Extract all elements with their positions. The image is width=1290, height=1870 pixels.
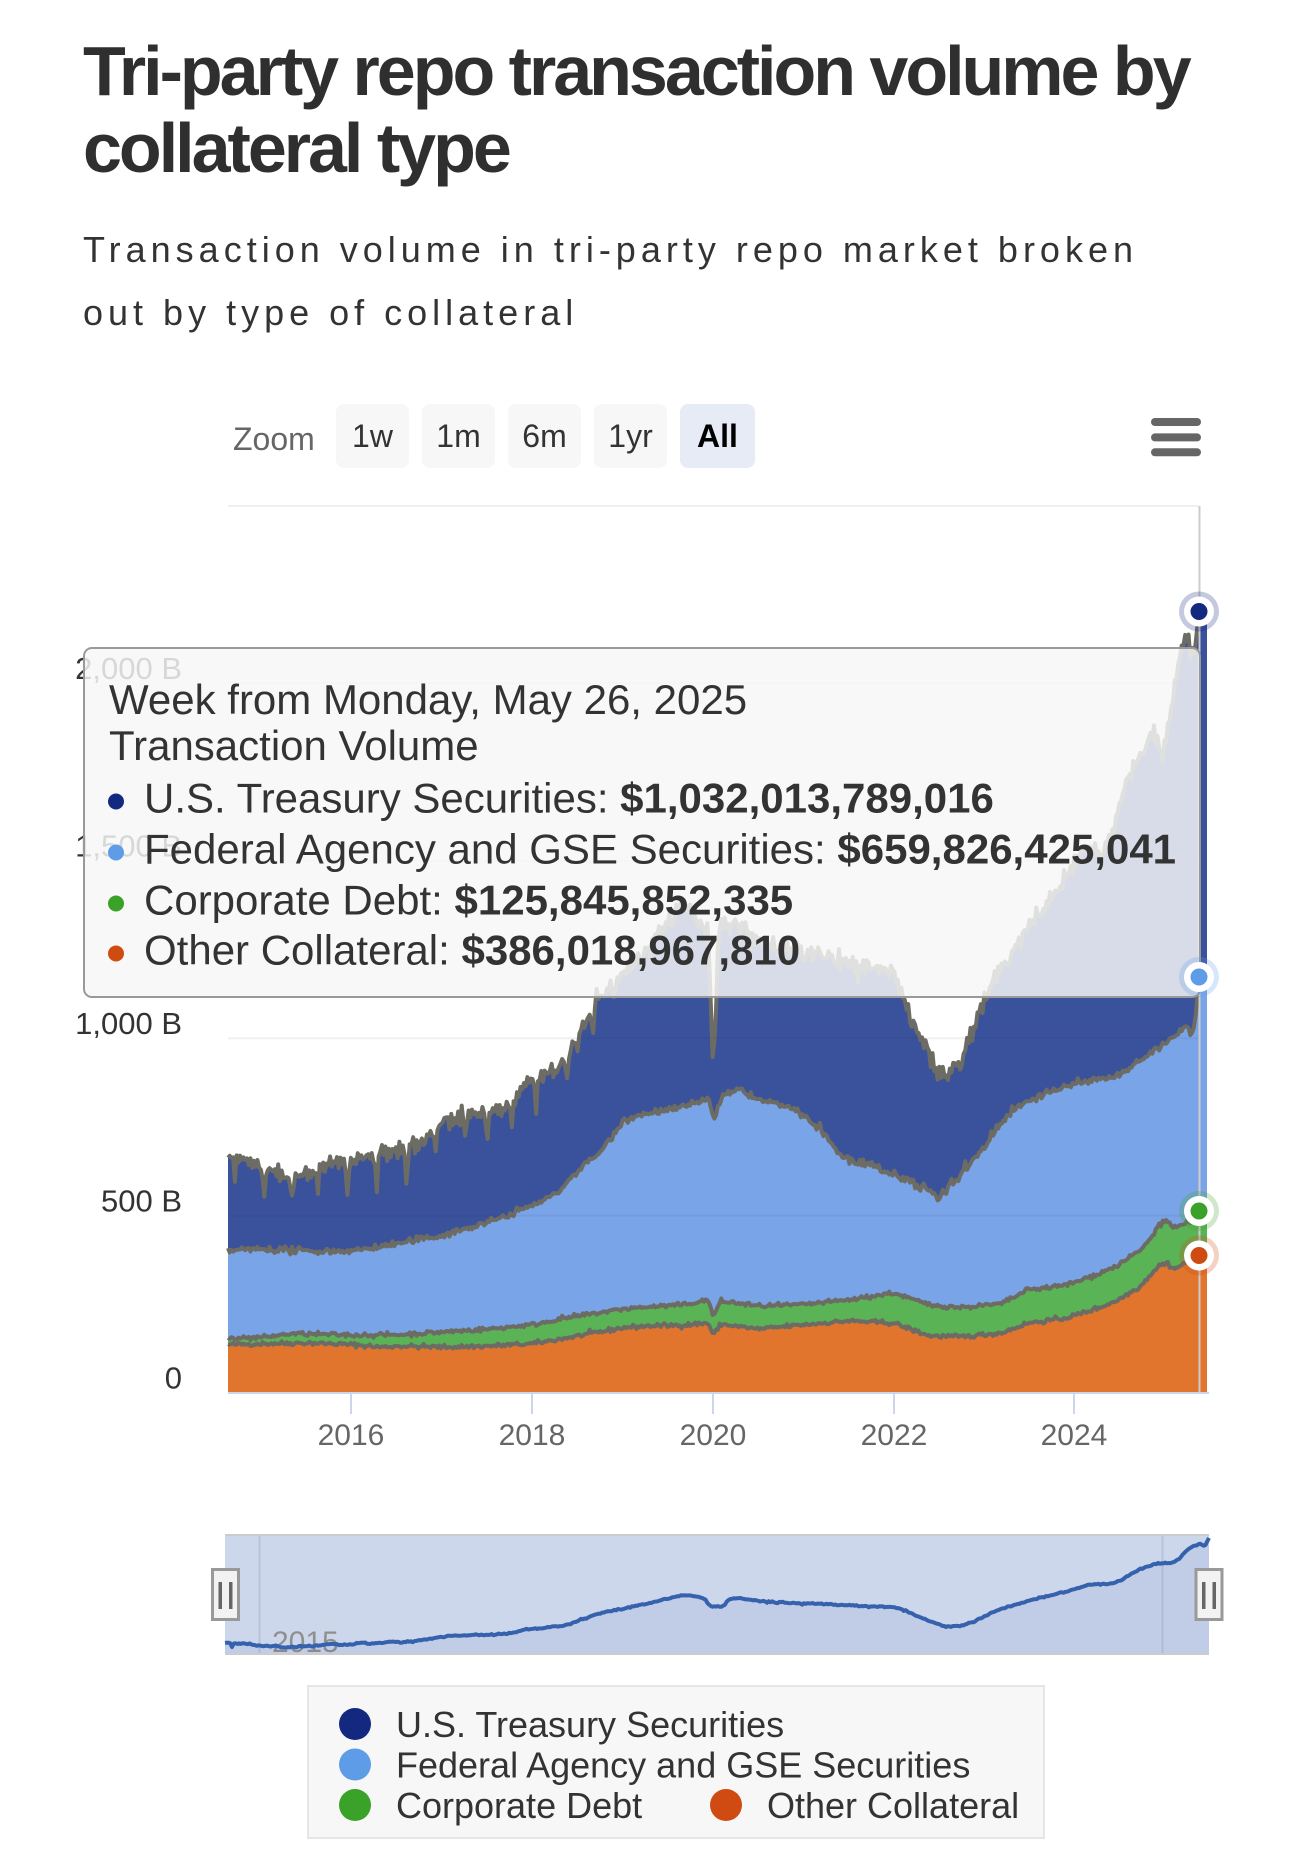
- svg-text:Transaction Volume: Transaction Volume: [109, 722, 479, 769]
- svg-text:2022: 2022: [861, 1419, 928, 1452]
- svg-text:2018: 2018: [499, 1419, 566, 1452]
- svg-text:Week from Monday, May 26, 2025: Week from Monday, May 26, 2025: [109, 676, 747, 723]
- svg-text:U.S. Treasury Securities: $1,0: U.S. Treasury Securities: $1,032,013,789…: [144, 775, 994, 822]
- svg-text:Other Collateral: $386,018,967: Other Collateral: $386,018,967,810: [144, 927, 800, 974]
- svg-text:2020: 2020: [680, 1419, 747, 1452]
- svg-text:U.S. Treasury Securities: U.S. Treasury Securities: [396, 1704, 784, 1745]
- svg-text:Corporate Debt: $125,845,852,3: Corporate Debt: $125,845,852,335: [144, 877, 793, 924]
- svg-text:2016: 2016: [318, 1419, 385, 1452]
- svg-text:1,000 B: 1,000 B: [75, 1006, 182, 1041]
- svg-text:0: 0: [165, 1361, 182, 1396]
- svg-text:500 B: 500 B: [101, 1184, 182, 1219]
- svg-text:Other Collateral: Other Collateral: [767, 1785, 1019, 1826]
- svg-text:Federal Agency and GSE Securit: Federal Agency and GSE Securities: [396, 1745, 970, 1786]
- svg-text:Corporate Debt: Corporate Debt: [396, 1785, 642, 1826]
- svg-text:Federal Agency and GSE Securit: Federal Agency and GSE Securities: $659,…: [144, 826, 1176, 873]
- svg-text:2024: 2024: [1041, 1419, 1108, 1452]
